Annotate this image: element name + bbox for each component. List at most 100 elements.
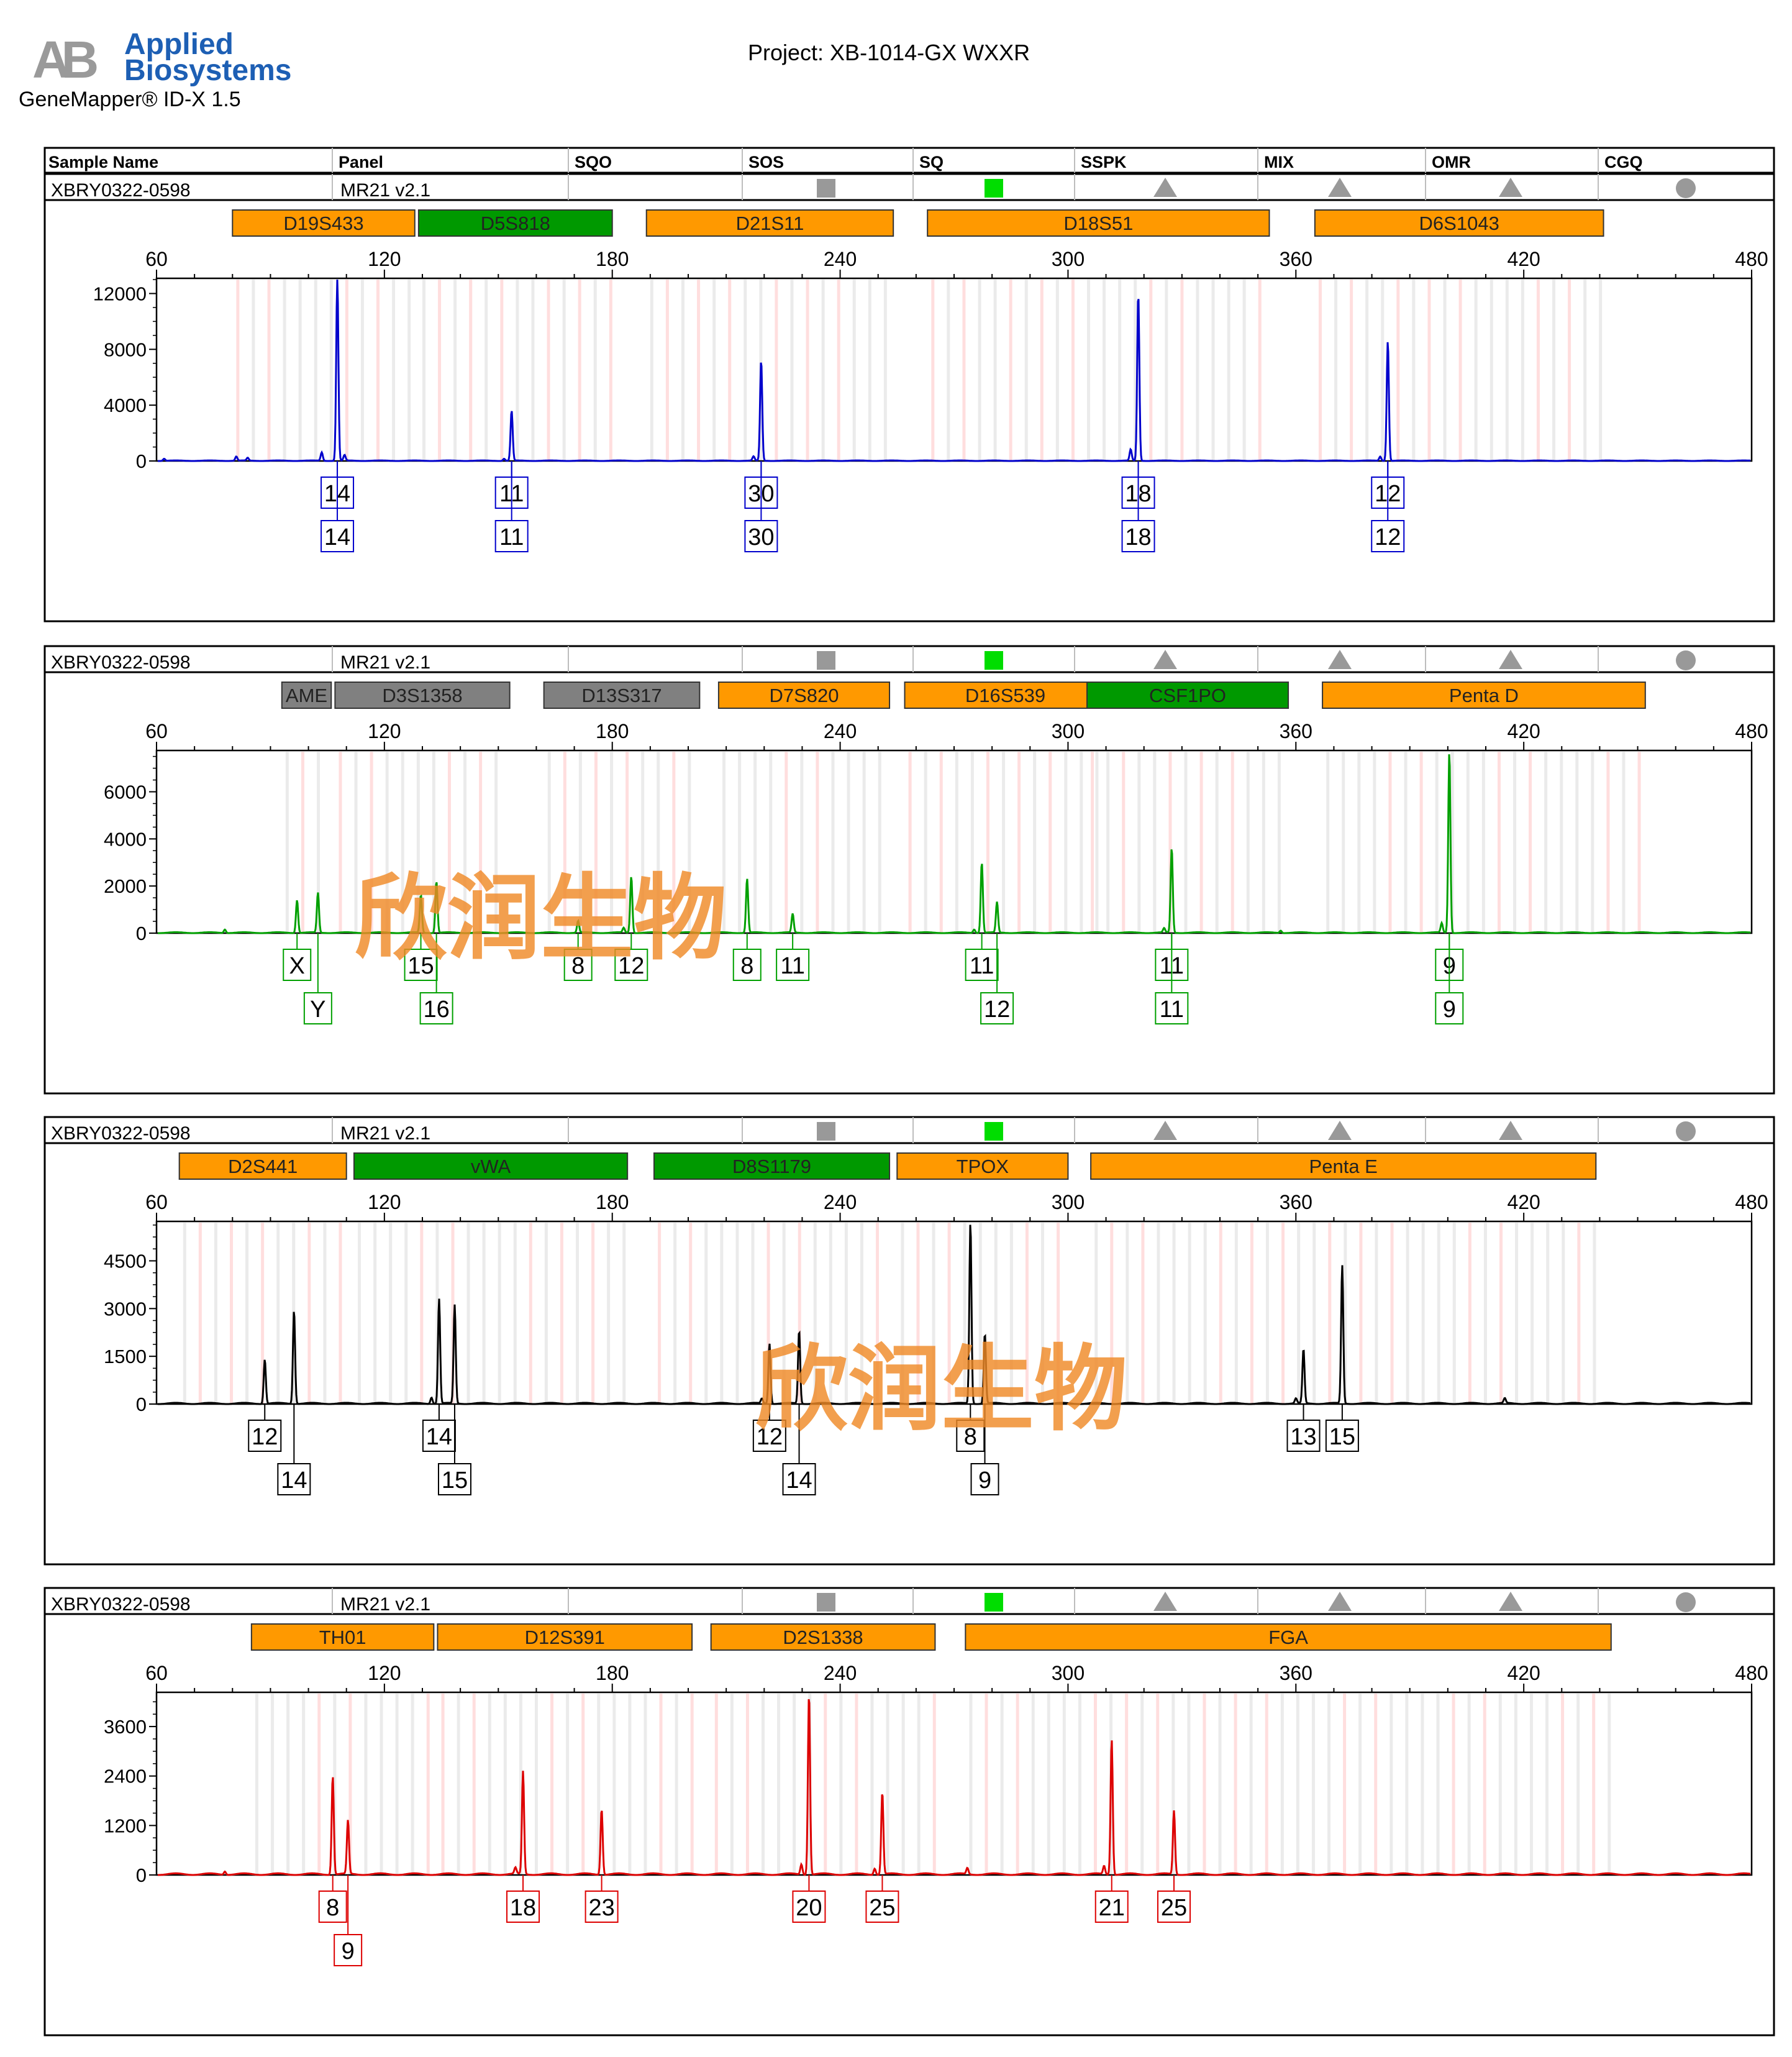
allele-label-box (1155, 992, 1189, 1024)
allele-bin-stripe (354, 752, 358, 933)
watermark-text: 欣润生物 (755, 1337, 1127, 1441)
allele-bin-stripe (1468, 1223, 1471, 1404)
allele-label: 8 (326, 1895, 339, 1921)
allele-label-box (277, 1463, 311, 1495)
allele-label-box (334, 1934, 363, 1966)
marker-label: D21S11 (736, 212, 804, 234)
allele-bin-stripe (407, 280, 411, 461)
allele-bin-stripe (1149, 280, 1153, 461)
y-tick-label: 3000 (104, 1298, 147, 1320)
column-header-sq: SQ (919, 153, 944, 171)
allele-bin-stripe (1078, 1694, 1081, 1875)
allele-bin-stripe (1311, 1694, 1315, 1875)
marker-bar (896, 1152, 1069, 1180)
allele-label-box (584, 1891, 619, 1923)
allele-bin-stripe (1057, 1223, 1060, 1404)
allele-label: 8 (740, 953, 753, 979)
allele-label: 13 (1290, 1424, 1316, 1450)
allele-bin-stripe (451, 1223, 455, 1404)
allele-label: 8 (964, 1424, 977, 1450)
allele-label: 18 (1125, 524, 1151, 550)
applied-biosystems-logo: AB Applied Biosystems (32, 30, 293, 92)
allele-label: 12 (252, 1424, 278, 1450)
x-tick-label: 120 (368, 1662, 401, 1684)
allele-bin-stripe (690, 1694, 694, 1875)
allele-bin-stripe (380, 1694, 383, 1875)
allele-bin-stripe (1203, 1223, 1207, 1404)
allele-bin-stripe (1466, 752, 1470, 933)
allele-bin-stripe (1514, 1694, 1517, 1875)
marker-bar (653, 1152, 891, 1180)
allele-bin-stripe (1381, 280, 1385, 461)
allele-bin-stripe (1234, 1223, 1238, 1404)
x-tick-label: 480 (1735, 720, 1768, 742)
allele-bin-stripe (314, 280, 317, 461)
allele-bin-stripe (793, 1694, 796, 1875)
allele-bin-stripe (498, 1223, 501, 1404)
x-tick-label: 420 (1507, 1662, 1540, 1684)
allele-bin-stripe (1122, 752, 1126, 933)
green-square-flag-icon (985, 179, 1003, 198)
allele-bin-stripe (609, 280, 612, 461)
allele-bin-stripe (1374, 1694, 1378, 1875)
allele-bin-stripe (1000, 1694, 1004, 1875)
marker-bar (232, 209, 416, 237)
allele-bin-stripe (358, 1223, 362, 1404)
project-title: Project: XB-1014-GX WXXR (748, 40, 1030, 65)
allele-bin-stripe (432, 752, 435, 933)
allele-bin-stripe (777, 1694, 781, 1875)
marker-bar (1314, 209, 1604, 237)
marker-label: D3S1358 (382, 685, 462, 706)
allele-bin-stripe (681, 280, 685, 461)
allele-bin-stripe (969, 1694, 973, 1875)
allele-bin-stripe (1437, 1223, 1440, 1404)
allele-bin-stripe (1497, 752, 1501, 933)
gray-triangle-flag-icon (1153, 650, 1177, 669)
y-tick-label: 4500 (104, 1250, 147, 1272)
x-tick-label: 180 (596, 1662, 629, 1684)
sample-panel-1: XBRY0322-0598 MR21 v2.1 D19S433 D5S818 D21S1… (43, 173, 1775, 623)
allele-label: X (289, 953, 305, 979)
allele-bin-stripe (364, 1694, 368, 1875)
y-tick-label: 1200 (104, 1815, 147, 1836)
allele-label: 15 (407, 953, 434, 979)
allele-label-box (1157, 1891, 1191, 1923)
logo-mark: AB (32, 30, 99, 89)
allele-bin-stripe (550, 1694, 554, 1875)
allele-bin-stripe (183, 1223, 186, 1404)
allele-bin-stripe (271, 1694, 275, 1875)
marker-bar (645, 209, 894, 237)
allele-bin-stripe (1591, 752, 1594, 933)
x-tick-label: 180 (596, 720, 629, 742)
allele-label: 23 (588, 1895, 614, 1921)
allele-bin-stripe (1515, 1223, 1519, 1404)
allele-bin-stripe (1296, 1694, 1299, 1875)
allele-bin-stripe (839, 1694, 843, 1875)
marker-label: D5S818 (481, 212, 550, 234)
marker-label: D2S441 (228, 1156, 298, 1177)
allele-bin-stripe (1110, 1223, 1114, 1404)
y-tick-label: 1500 (104, 1346, 147, 1367)
allele-bin-stripe (728, 280, 732, 461)
allele-label-box (752, 1420, 786, 1452)
allele-bin-stripe (1505, 280, 1509, 461)
allele-bin-stripe (1593, 1223, 1596, 1404)
sample-name: XBRY0322-0598 (51, 180, 191, 201)
allele-bin-stripe (782, 1223, 786, 1404)
allele-bin-stripe (339, 1223, 342, 1404)
marker-bar (281, 682, 332, 709)
column-header-mix: MIX (1264, 153, 1294, 171)
software-version: GeneMapper® ID-X 1.5 (19, 88, 241, 111)
x-tick-label: 300 (1052, 1662, 1085, 1684)
allele-bin-stripe (1140, 1694, 1144, 1875)
green-square-flag-icon (985, 1593, 1003, 1612)
sample-panel-2: XBRY0322-0598 MR21 v2.1 AME D3S1358 D13S317 D… (43, 645, 1775, 1095)
allele-bin-stripe (800, 752, 804, 933)
allele-bin-stripe (236, 280, 240, 461)
allele-bin-stripe (500, 280, 504, 461)
allele-bin-stripe (675, 1694, 678, 1875)
panel-name: MR21 v2.1 (340, 1594, 430, 1615)
allele-bin-stripe (775, 280, 778, 461)
allele-bin-stripe (1153, 752, 1157, 933)
